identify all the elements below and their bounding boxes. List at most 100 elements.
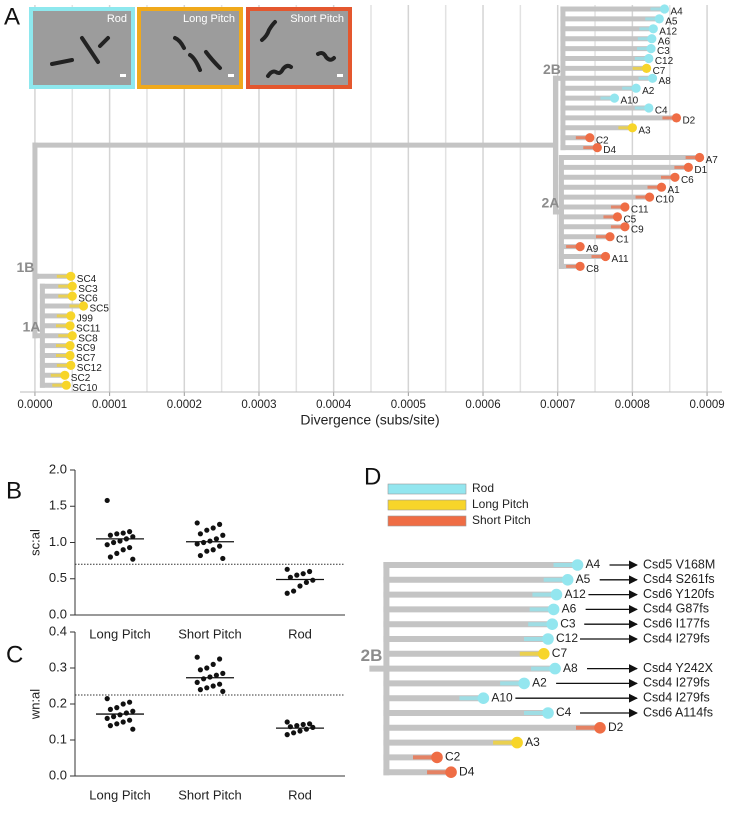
leaf-label: C10 bbox=[656, 195, 675, 206]
inset-label: Short Pitch bbox=[290, 13, 344, 25]
scale-bar bbox=[120, 74, 126, 77]
leaf-label: C12 bbox=[556, 631, 578, 645]
mutation-label: Csd6 I177fs bbox=[643, 616, 710, 630]
dot bbox=[127, 699, 133, 705]
leaf-label: A10 bbox=[620, 96, 638, 107]
dot bbox=[204, 527, 210, 533]
dot bbox=[123, 710, 129, 716]
leaf-label: SC11 bbox=[76, 323, 101, 334]
leaf bbox=[609, 93, 620, 103]
leaf bbox=[592, 143, 602, 153]
legend-swatch bbox=[387, 483, 467, 495]
y-axis-label: wn:al bbox=[27, 689, 42, 720]
dot bbox=[114, 705, 120, 711]
dot bbox=[114, 531, 120, 537]
leaf-label: C9 bbox=[631, 224, 644, 235]
leaf-label: A6 bbox=[658, 36, 671, 47]
dot bbox=[297, 583, 303, 589]
dot bbox=[204, 685, 210, 691]
x-tick-label: 0.0004 bbox=[316, 399, 352, 411]
leaf bbox=[594, 722, 606, 734]
panel-label: C bbox=[6, 641, 23, 668]
leaf bbox=[644, 53, 654, 64]
dot bbox=[197, 687, 203, 693]
x-tick-label: 0.0001 bbox=[92, 399, 127, 411]
leaf bbox=[648, 24, 658, 34]
scale-bar bbox=[228, 74, 234, 77]
leaf-label: SC7 bbox=[76, 353, 96, 364]
dot bbox=[194, 541, 200, 547]
leaf bbox=[585, 133, 595, 143]
clade-label: 1A bbox=[22, 318, 40, 334]
dot bbox=[294, 723, 300, 729]
leaf-label: J99 bbox=[77, 314, 94, 325]
dot bbox=[217, 521, 223, 527]
dot bbox=[111, 714, 117, 720]
leaf bbox=[67, 281, 77, 291]
inset-label: Rod bbox=[107, 13, 127, 25]
x-tick-label: 0.0002 bbox=[167, 399, 202, 411]
dot bbox=[197, 667, 203, 673]
dot bbox=[210, 683, 216, 689]
mutation-label: Csd4 G87fs bbox=[643, 602, 709, 616]
mutation-label: Csd5 V168M bbox=[643, 557, 715, 571]
dot bbox=[127, 717, 133, 723]
leaf-label: A2 bbox=[642, 86, 655, 97]
leaf bbox=[694, 152, 705, 163]
leaf bbox=[65, 341, 75, 351]
leaf bbox=[547, 603, 560, 616]
x-tick-label: 0.0005 bbox=[391, 399, 426, 411]
cell bbox=[50, 36, 110, 66]
x-tick-label: Rod bbox=[288, 787, 312, 802]
leaf bbox=[546, 618, 559, 630]
dot bbox=[104, 715, 110, 722]
leaf-label: D1 bbox=[694, 165, 707, 176]
leaf-label: D2 bbox=[608, 720, 624, 734]
dot bbox=[104, 497, 110, 504]
x-tick-label: 0.0006 bbox=[465, 399, 500, 411]
leaf-label: C4 bbox=[556, 705, 572, 719]
leaf-label: C7 bbox=[653, 66, 666, 77]
x-tick-label: Rod bbox=[288, 626, 312, 641]
mutation-label: Csd4 I279fs bbox=[643, 631, 710, 645]
leaf-label: C3 bbox=[560, 616, 576, 630]
legend-label: Long Pitch bbox=[472, 497, 529, 511]
leaf-label: SC9 bbox=[76, 343, 96, 354]
dot bbox=[104, 542, 110, 548]
leaf-label: A4 bbox=[586, 557, 601, 571]
y-axis-label: sc:al bbox=[27, 529, 42, 556]
x-tick-label: Short Pitch bbox=[178, 626, 242, 641]
dot bbox=[310, 724, 316, 731]
dot bbox=[120, 701, 126, 707]
leaf-label: SC4 bbox=[77, 274, 97, 285]
leaf-label: A8 bbox=[563, 661, 578, 675]
dot bbox=[114, 550, 120, 556]
leaf-label: A5 bbox=[576, 572, 591, 586]
leaf-label: SC6 bbox=[78, 294, 98, 305]
x-tick-label: Short Pitch bbox=[178, 787, 242, 802]
leaf bbox=[66, 311, 76, 321]
leaf-label: A7 bbox=[706, 155, 719, 166]
leaf bbox=[445, 766, 457, 778]
leaf-label: SC8 bbox=[78, 333, 98, 344]
leaf-label: C3 bbox=[657, 46, 670, 57]
dot bbox=[107, 706, 113, 713]
dot bbox=[111, 539, 117, 546]
leaf bbox=[575, 242, 585, 252]
mutation-label: Csd4 I279fs bbox=[643, 690, 710, 704]
leaf bbox=[511, 736, 523, 749]
dot bbox=[120, 719, 126, 725]
leaf bbox=[671, 113, 682, 123]
dot bbox=[201, 539, 207, 546]
clade-label: 2B bbox=[543, 61, 561, 77]
x-axis-label: Divergence (subs/site) bbox=[300, 412, 439, 428]
y-tick-label: 0.0 bbox=[49, 767, 67, 782]
x-tick-label: 0.0000 bbox=[17, 399, 52, 411]
x-tick-label: 0.0009 bbox=[689, 399, 724, 411]
leaf-label: A6 bbox=[562, 602, 577, 616]
cell bbox=[173, 36, 222, 72]
clade-label: 2B bbox=[361, 646, 383, 665]
leaf bbox=[641, 63, 652, 73]
y-tick-label: 0.0 bbox=[49, 606, 67, 621]
dot bbox=[120, 547, 126, 553]
